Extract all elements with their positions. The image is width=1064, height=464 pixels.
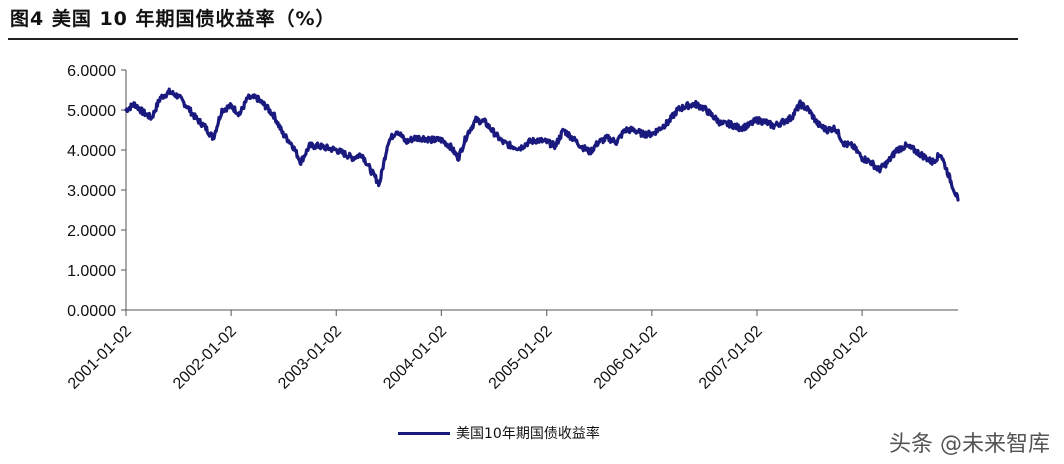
y-tick-label: 6.0000 bbox=[67, 63, 116, 80]
y-tick-label: 4.0000 bbox=[67, 143, 116, 160]
x-tick-label: 2008-01-02 bbox=[801, 323, 871, 393]
x-tick-label: 2007-01-02 bbox=[696, 323, 766, 393]
y-tick-label: 0.0000 bbox=[67, 303, 116, 320]
legend-swatch bbox=[398, 431, 450, 435]
y-axis-ticks: 0.0000 1.0000 2.0000 3.0000 4.0000 5.0000 6.00… bbox=[67, 63, 126, 320]
y-tick-label: 1.0000 bbox=[67, 263, 116, 280]
x-tick-label: 2001-01-02 bbox=[65, 323, 135, 393]
legend: 美国10年期国债收益率 bbox=[398, 422, 600, 444]
x-tick-label: 2006-01-02 bbox=[591, 323, 661, 393]
x-axis-ticks: 2001-01-02 2002-01-02 2003-01-02 2004-01-02… bbox=[65, 310, 871, 393]
chart-axes bbox=[125, 70, 958, 311]
series-layer bbox=[124, 87, 960, 202]
figure-title: 图4 美国 10 年期国债收益率（%） bbox=[10, 8, 336, 30]
x-tick-label: 2005-01-02 bbox=[486, 323, 556, 393]
title-rule bbox=[8, 38, 1018, 40]
watermark: 头条 @未来智库 bbox=[889, 432, 1050, 457]
y-tick-label: 2.0000 bbox=[67, 223, 116, 240]
series-line-us-10y-yield bbox=[124, 87, 960, 202]
y-tick-label: 5.0000 bbox=[67, 103, 116, 120]
y-tick-label: 3.0000 bbox=[67, 183, 116, 200]
x-tick-label: 2002-01-02 bbox=[170, 323, 240, 393]
x-tick-label: 2004-01-02 bbox=[380, 323, 450, 393]
legend-label: 美国10年期国债收益率 bbox=[456, 426, 600, 442]
x-tick-label: 2003-01-02 bbox=[275, 323, 345, 393]
